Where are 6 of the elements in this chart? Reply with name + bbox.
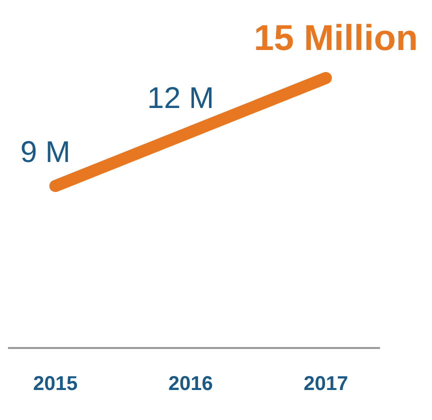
x-tick-label: 2015	[33, 373, 78, 396]
x-tick-label: 2016	[168, 373, 213, 396]
data-label: 12 M	[147, 82, 214, 115]
data-label: 9 M	[20, 136, 70, 169]
x-tick-label: 2017	[304, 373, 348, 396]
data-label: 15 Million	[254, 17, 418, 58]
